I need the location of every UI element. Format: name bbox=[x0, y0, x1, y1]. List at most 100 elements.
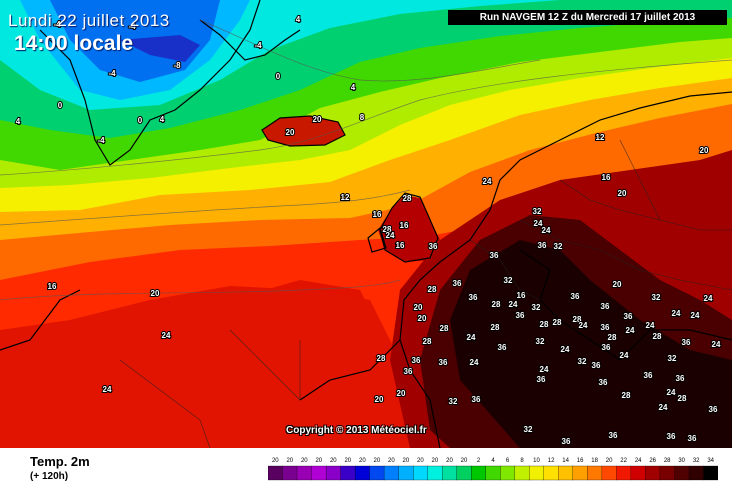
scale-label: 16 bbox=[577, 458, 584, 464]
scale-swatch bbox=[325, 465, 342, 481]
temperature-label: 24 bbox=[691, 311, 700, 320]
scale-swatch bbox=[282, 465, 298, 481]
temperature-label: 36 bbox=[709, 405, 718, 414]
temperature-label: 36 bbox=[644, 371, 653, 380]
scale-label: 2 bbox=[477, 458, 481, 464]
temperature-label: 36 bbox=[404, 367, 413, 376]
scale-label: 34 bbox=[707, 458, 714, 464]
field-europe-black bbox=[450, 240, 732, 448]
field-iceland bbox=[262, 116, 345, 146]
field-britain-hot bbox=[378, 195, 440, 262]
temperature-label: 28 bbox=[440, 324, 449, 333]
temperature-label: 28 bbox=[622, 391, 631, 400]
scale-swatch bbox=[688, 465, 704, 481]
temperature-label: 4 bbox=[296, 15, 301, 24]
scale-swatch bbox=[456, 465, 472, 481]
temperature-label: 36 bbox=[453, 279, 462, 288]
scale-label: 20 bbox=[301, 458, 308, 464]
scale-swatch bbox=[442, 465, 458, 481]
scale-label: 24 bbox=[635, 458, 642, 464]
scale-swatch bbox=[398, 465, 414, 481]
temperature-label: 0 bbox=[138, 116, 143, 125]
temperature-label: 16 bbox=[48, 282, 57, 291]
run-info: Run NAVGEM 12 Z du Mercredi 17 juillet 2… bbox=[448, 10, 727, 25]
temperature-label: 8 bbox=[360, 113, 365, 122]
forecast-date: Lundi 22 juillet 2013 bbox=[8, 11, 170, 30]
temperature-label: 20 bbox=[151, 289, 160, 298]
temperature-label: 36 bbox=[538, 241, 547, 250]
scale-swatch bbox=[369, 465, 385, 481]
temperature-label: 16 bbox=[602, 173, 611, 182]
temperature-label: -4 bbox=[108, 69, 116, 78]
scale-swatch bbox=[572, 465, 588, 481]
temperature-label: 28 bbox=[377, 354, 386, 363]
scale-swatch bbox=[500, 465, 516, 481]
scale-label: 20 bbox=[315, 458, 322, 464]
scale-label: 20 bbox=[417, 458, 424, 464]
temperature-label: -4 bbox=[128, 22, 136, 31]
temperature-label: 24 bbox=[386, 231, 395, 240]
temperature-label: 24 bbox=[470, 358, 479, 367]
temperature-label: 36 bbox=[682, 338, 691, 347]
temperature-label: 36 bbox=[602, 343, 611, 352]
scale-label: 20 bbox=[272, 458, 279, 464]
temperature-label: 32 bbox=[533, 207, 542, 216]
scale-label: 20 bbox=[374, 458, 381, 464]
scale-swatch bbox=[630, 465, 646, 481]
scale-label: 12 bbox=[548, 458, 555, 464]
temperature-label: 20 bbox=[397, 389, 406, 398]
color-scale: 20 20 20 20 20 20 20 20 20 20 20 20 20 20 2 4 6 8 10 12 14 16… bbox=[268, 458, 718, 481]
temperature-label: 24 bbox=[646, 321, 655, 330]
temperature-label: 36 bbox=[498, 343, 507, 352]
temperature-label: 12 bbox=[341, 193, 350, 202]
temperature-label: 24 bbox=[483, 177, 492, 186]
temperature-label: 36 bbox=[571, 292, 580, 301]
temperature-label: 32 bbox=[578, 357, 587, 366]
temperature-label: 36 bbox=[609, 431, 618, 440]
scale-label: 14 bbox=[562, 458, 569, 464]
temperature-label: -4 bbox=[97, 136, 105, 145]
coastlines bbox=[0, 0, 732, 448]
temperature-label: 24 bbox=[561, 345, 570, 354]
temperature-label: 20 bbox=[313, 115, 322, 124]
scale-swatch bbox=[529, 465, 545, 481]
scale-swatch bbox=[659, 465, 675, 481]
temperature-label: 28 bbox=[492, 300, 501, 309]
temperature-label: -4 bbox=[254, 41, 262, 50]
scale-label: 20 bbox=[388, 458, 395, 464]
scale-label: 20 bbox=[461, 458, 468, 464]
temperature-label: 28 bbox=[608, 333, 617, 342]
scale-label: 22 bbox=[620, 458, 627, 464]
temperature-label: 36 bbox=[601, 302, 610, 311]
scale-label: 20 bbox=[359, 458, 366, 464]
temperature-label: 0 bbox=[276, 72, 281, 81]
scale-swatch bbox=[296, 465, 312, 481]
forecast-time: 14:00 locale bbox=[14, 32, 134, 55]
scale-label: 20 bbox=[286, 458, 293, 464]
scale-swatch bbox=[587, 465, 603, 481]
temperature-label: 20 bbox=[286, 128, 295, 137]
temperature-label: 36 bbox=[624, 312, 633, 321]
temperature-label: 36 bbox=[601, 323, 610, 332]
temperature-label: 36 bbox=[537, 375, 546, 384]
scale-swatch bbox=[311, 465, 327, 481]
scale-swatch bbox=[645, 465, 661, 481]
temperature-label: 24 bbox=[667, 388, 676, 397]
temperature-label: 20 bbox=[613, 280, 622, 289]
scale-swatch bbox=[383, 465, 400, 481]
temperature-label: 4 bbox=[160, 115, 165, 124]
temperature-label: 32 bbox=[554, 242, 563, 251]
temperature-label: 36 bbox=[412, 356, 421, 365]
scale-swatch bbox=[674, 465, 690, 481]
temperature-label: 24 bbox=[712, 340, 721, 349]
scale-label: 20 bbox=[403, 458, 410, 464]
temperature-label: 32 bbox=[668, 354, 677, 363]
temperature-label: 36 bbox=[472, 395, 481, 404]
temperature-label: 20 bbox=[375, 395, 384, 404]
temperature-label: 24 bbox=[162, 331, 171, 340]
temperature-label: 24 bbox=[620, 351, 629, 360]
temperature-label: 32 bbox=[536, 337, 545, 346]
temperature-label: 20 bbox=[700, 146, 709, 155]
